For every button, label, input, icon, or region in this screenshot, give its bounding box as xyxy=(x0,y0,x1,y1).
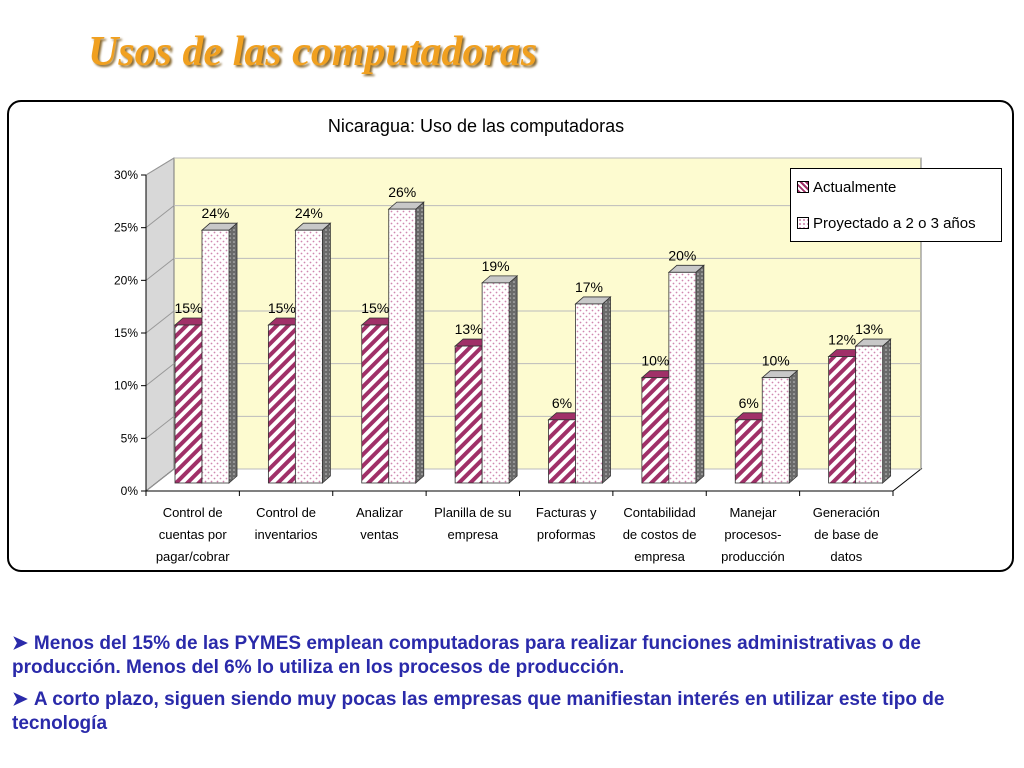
gridline-side xyxy=(145,415,175,439)
side-wall xyxy=(145,157,175,493)
bar-projected xyxy=(855,345,884,484)
data-label: 24% xyxy=(295,205,323,221)
category-label: Planilla de su xyxy=(434,505,511,520)
category-label: de base de xyxy=(814,527,878,542)
bar-side xyxy=(788,369,798,484)
data-labels: 15% 24% 15% 24% 15% 26% 13% 19% 6% 17% 10% 20% 6% 10%… xyxy=(174,184,883,411)
arrowhead-bullet-icon: ➤ xyxy=(12,689,28,710)
data-label: 10% xyxy=(762,353,790,369)
bar-projected xyxy=(201,229,230,484)
category-label: ventas xyxy=(360,527,399,542)
category-label: Control de xyxy=(163,505,223,520)
gridline-side xyxy=(145,257,175,281)
data-label: 6% xyxy=(552,395,572,411)
category-label: Control de xyxy=(256,505,316,520)
data-label: 13% xyxy=(455,321,483,337)
data-label: 24% xyxy=(201,205,229,221)
category-label: Analizar xyxy=(356,505,404,520)
bar-current xyxy=(454,345,483,484)
category-label: Facturas y xyxy=(536,505,597,520)
bar-side xyxy=(228,222,238,484)
bar-current xyxy=(174,324,203,484)
category-label: inventarios xyxy=(255,527,318,542)
bar-side xyxy=(882,338,892,484)
data-label: 12% xyxy=(828,332,856,348)
category-label: cuentas por xyxy=(159,527,228,542)
bar-projected xyxy=(481,282,510,484)
bar-current xyxy=(734,419,763,484)
bar-current xyxy=(548,419,576,484)
legend-label-current: Actualmente xyxy=(813,178,897,196)
bullet-text: Menos del 15% de las PYMES emplean compu… xyxy=(12,633,921,678)
arrowhead-bullet-icon: ➤ xyxy=(12,633,28,654)
bar-projected xyxy=(668,271,697,484)
data-label: 19% xyxy=(482,258,510,274)
category-label: empresa xyxy=(448,527,499,542)
y-tick-label: 20% xyxy=(114,273,138,287)
category-label: Contabilidad xyxy=(623,505,695,520)
y-tick-label: 0% xyxy=(121,484,139,498)
data-label: 13% xyxy=(855,321,883,337)
gridline-side xyxy=(145,157,175,176)
data-label: 20% xyxy=(668,247,696,263)
data-label: 15% xyxy=(361,300,389,316)
bar-projected xyxy=(294,229,323,484)
y-tick-label: 15% xyxy=(114,326,138,340)
gridline-side xyxy=(145,363,175,387)
category-label: pagar/cobrar xyxy=(156,549,230,564)
data-label: 17% xyxy=(575,279,603,295)
category-label: producción xyxy=(721,549,785,564)
slide-title: Usos de las computadoras xyxy=(88,29,538,75)
bar-projected xyxy=(388,208,417,484)
legend-item-current: Actualmente xyxy=(797,177,896,197)
data-label: 15% xyxy=(268,300,296,316)
category-label: Manejar xyxy=(729,505,777,520)
category-label: de costos de xyxy=(623,527,697,542)
bar-projected xyxy=(761,377,790,484)
y-tick-label: 5% xyxy=(121,431,139,445)
bar-side xyxy=(508,274,518,484)
category-label: datos xyxy=(830,549,862,564)
bar-current xyxy=(828,356,857,484)
bullet-item: ➤ A corto plazo, siguen siendo muy pocas … xyxy=(12,688,1012,736)
y-tick-label: 30% xyxy=(114,168,138,182)
gridline-side xyxy=(145,468,175,492)
bars xyxy=(173,201,892,484)
category-labels: Control de cuentas por pagar/cobrar Control… xyxy=(156,505,880,564)
axes: 0% 5% 10% 15% 20% 25% 30% xyxy=(114,168,894,498)
bullet-item: ➤ Menos del 15% de las PYMES emplean comp… xyxy=(12,632,1012,680)
gridline-side xyxy=(145,310,175,334)
category-label: Generación xyxy=(813,505,880,520)
category-label: procesos- xyxy=(724,527,781,542)
bar-current xyxy=(267,324,296,484)
chart-legend: Actualmente Proyectado a 2 o 3 años xyxy=(790,168,1002,242)
category-label: proformas xyxy=(537,527,596,542)
bar-side xyxy=(415,201,425,484)
chart-canvas: 0% 5% 10% 15% 20% 25% 30% 15% 24% 15% 24% 15% 26% 13… xyxy=(114,157,923,564)
y-tick-label: 10% xyxy=(114,379,138,393)
legend-swatch-projected xyxy=(797,217,809,229)
bullet-text: A corto plazo, siguen siendo muy pocas l… xyxy=(12,689,945,734)
gridline-side xyxy=(145,205,175,229)
bar-side xyxy=(695,264,705,484)
plot-walls xyxy=(144,157,923,493)
legend-swatch-current xyxy=(797,181,809,193)
chart-title: Nicaragua: Uso de las computadoras xyxy=(327,116,625,136)
data-label: 26% xyxy=(388,184,416,200)
bar-projected xyxy=(575,303,603,484)
bar-current xyxy=(641,377,670,484)
legend-label-projected: Proyectado a 2 o 3 años xyxy=(813,214,976,232)
data-label: 15% xyxy=(174,300,202,316)
bar-side xyxy=(602,296,611,484)
bar-current xyxy=(361,324,390,484)
bar-side xyxy=(321,222,331,484)
category-label: empresa xyxy=(634,549,685,564)
y-tick-label: 25% xyxy=(114,221,138,235)
floor xyxy=(144,468,923,492)
legend-item-projected: Proyectado a 2 o 3 años xyxy=(797,213,976,233)
bullet-list: ➤ Menos del 15% de las PYMES emplean comp… xyxy=(12,632,1012,744)
data-label: 6% xyxy=(739,395,759,411)
data-label: 10% xyxy=(641,353,669,369)
